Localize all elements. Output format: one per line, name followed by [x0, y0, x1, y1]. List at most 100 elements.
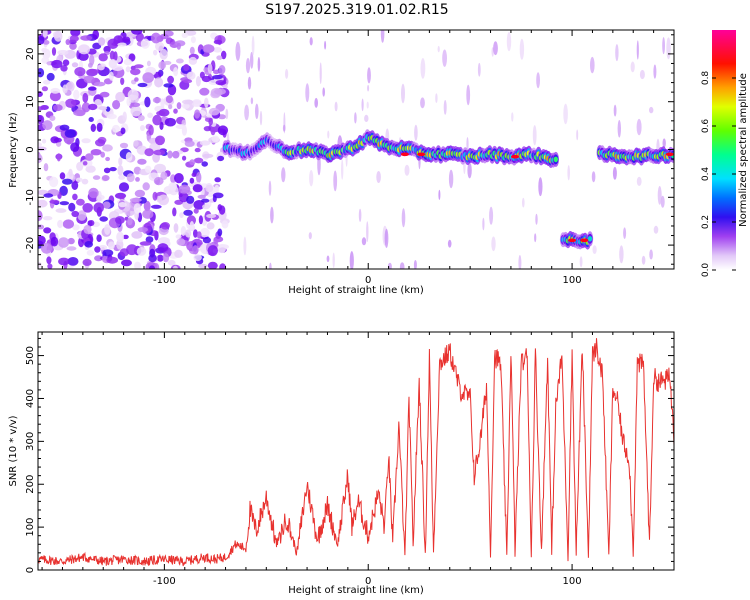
spectrogram-noise-cell [155, 41, 165, 52]
spectrogram-noise-cell [245, 58, 251, 74]
spectrogram-noise-cell [150, 204, 162, 209]
spectrogram-peak-cell [417, 152, 426, 157]
spectrogram-noise-cell [175, 234, 182, 239]
spectrogram-noise-cell [639, 69, 645, 80]
spectrogram-noise-cell [305, 83, 310, 103]
spectrogram-noise-cell [53, 30, 63, 42]
spectrogram-noise-cell [437, 45, 440, 53]
spectrogram-noise-cell [168, 104, 173, 110]
spectrogram-noise-cell [98, 106, 108, 111]
spectrogram-noise-cell [225, 108, 229, 120]
spectrogram-noise-cell [106, 256, 118, 264]
spectrogram-noise-cell [92, 175, 101, 180]
spectrogram-noise-cell [118, 175, 126, 180]
spectrogram-noise-cell [366, 101, 369, 109]
colorbar-tick-label: 0.4 [701, 167, 711, 182]
spectrogram-noise-cell [636, 176, 642, 186]
spectrogram-noise-cell [144, 148, 154, 157]
spectrogram-noise-cell [143, 200, 151, 212]
spectrogram-noise-cell [162, 253, 170, 263]
spectrogram-noise-cell [155, 135, 165, 146]
spectrogram-noise-cell [204, 97, 209, 108]
spectrogram-noise-cell [308, 232, 312, 240]
spectrogram-noise-cell [341, 159, 344, 180]
spectrogram-noise-cell [84, 241, 93, 248]
spectrogram-noise-cell [206, 222, 215, 230]
spectrogram-noise-cell [194, 109, 201, 119]
spectrogram-noise-cell [201, 198, 210, 203]
spectrogram-noise-cell [190, 36, 196, 44]
spectrogram-noise-cell [506, 31, 512, 52]
spectrogram-noise-cell [579, 256, 583, 268]
spectrogram-noise-cell [189, 221, 195, 230]
spectrogram-noise-cell [186, 215, 196, 226]
spectrogram-noise-cell [366, 221, 369, 243]
spectrogram-peak-cell [568, 238, 577, 243]
spectrogram-noise-cell [98, 53, 108, 62]
spectrogram-noise-cell [349, 251, 354, 269]
spectrogram-noise-cell [122, 111, 127, 122]
spectrogram-noise-cell [213, 39, 223, 45]
spectrogram-noise-cell [198, 215, 203, 225]
spectrogram-noise-cell [196, 172, 202, 183]
spectrogram-noise-cell [179, 212, 184, 219]
spectrogram-noise-cell [46, 61, 52, 66]
spectrogram-noise-cell [176, 238, 186, 246]
spectrogram-noise-cell [153, 49, 158, 56]
spectrogram-noise-cell [214, 184, 220, 194]
spectrogram-noise-cell [202, 204, 211, 210]
spectrogram-noise-cell [160, 171, 168, 180]
spectrogram-noise-cell [222, 83, 228, 90]
y-tick-label: 100 [25, 518, 36, 537]
spectrogram-noise-cell [100, 151, 105, 158]
spectrogram-noise-cell [178, 184, 191, 194]
spectrogram-noise-cell [127, 217, 133, 226]
spectrogram-noise-cell [38, 235, 46, 246]
spectrogram-noise-cell [657, 186, 662, 205]
spectrogram-noise-cell [367, 67, 371, 84]
spectrogram-noise-cell [93, 81, 106, 87]
spectrogram-noise-cell [198, 263, 208, 269]
spectrogram-noise-cell [126, 173, 135, 183]
spectrogram-noise-cell [53, 137, 62, 143]
spectrogram-noise-cell [327, 130, 330, 139]
spectrogram-noise-cell [201, 161, 208, 167]
spectrogram-noise-cell [466, 84, 471, 106]
spectrogram-noise-cell [615, 44, 619, 62]
spectrogram-noise-cell [660, 195, 665, 208]
spectrogram-noise-cell [641, 255, 646, 265]
spectrogram-noise-cell [511, 112, 514, 122]
x-tick-label: -100 [153, 275, 176, 286]
snr-xlabel: Height of straight line (km) [288, 585, 424, 596]
spectrogram-noise-cell [109, 167, 117, 172]
spectrogram-noise-cell [173, 67, 179, 77]
spectrogram-noise-cell [159, 121, 164, 130]
spectrogram-noise-cell [123, 58, 132, 66]
spectrogram-noise-cell [67, 237, 75, 245]
spectrogram-xlabel: Height of straight line (km) [288, 285, 424, 296]
spectrogram-noise-cell [193, 157, 204, 164]
spectrogram-noise-cell [167, 75, 175, 84]
spectrogram-noise-cell [662, 37, 665, 55]
spectrogram-noise-cell [131, 30, 143, 35]
spectrogram-noise-cell [107, 241, 115, 250]
spectrogram-noise-cell [438, 189, 441, 200]
spectrogram-noise-cell [38, 199, 48, 208]
spectrogram-noise-cell [92, 30, 99, 40]
spectrogram-noise-cell [666, 37, 671, 60]
spectrogram-peak-cell [580, 238, 589, 243]
spectrogram-noise-cell [217, 204, 223, 211]
spectrogram-noise-cell [536, 72, 540, 89]
spectrogram-noise-cell [152, 152, 161, 163]
spectrogram-noise-cell [163, 83, 174, 88]
spectrogram-noise-cell [127, 89, 139, 101]
spectrogram-noise-cell [86, 249, 95, 256]
spectrogram-noise-cell [85, 165, 96, 173]
spectrogram-noise-cell [115, 91, 125, 103]
spectrogram-noise-cell [103, 45, 111, 53]
spectrogram-noise-cell [62, 59, 70, 66]
spectrogram-noise-cell [71, 181, 79, 190]
spectrogram-noise-cell [535, 213, 538, 225]
spectrogram-noise-cell [70, 30, 81, 37]
spectrogram-noise-cell [213, 237, 219, 245]
